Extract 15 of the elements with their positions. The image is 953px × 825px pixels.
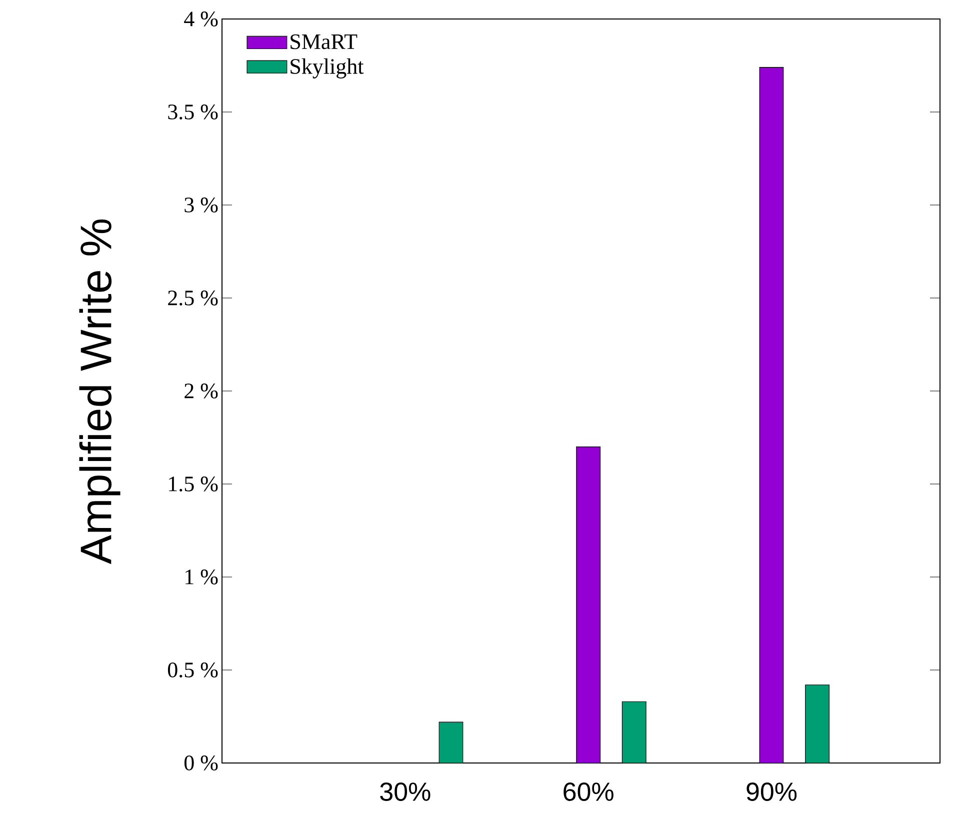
legend-label: SMaRT bbox=[290, 34, 358, 50]
y-tick-label: 4 % bbox=[184, 12, 218, 26]
y-axis-title: Amplified Write % bbox=[79, 219, 120, 564]
y-tick-label: 2.5 % bbox=[168, 290, 218, 306]
y-tick-label: 1 % bbox=[186, 570, 218, 584]
legend-label: Skylight bbox=[290, 58, 364, 78]
x-tick-label: 30% bbox=[380, 782, 430, 801]
y-tick-label: 1.5 % bbox=[169, 476, 218, 492]
y-tick-label: 3.5 % bbox=[168, 104, 218, 120]
y-tick-label: 0.5 % bbox=[168, 662, 218, 678]
x-tick-label: 90% bbox=[746, 782, 797, 801]
y-tick-label: 0 % bbox=[184, 756, 218, 770]
y-tick-label: 3 % bbox=[184, 198, 218, 212]
y-tick-label: 2 % bbox=[184, 384, 218, 398]
x-tick-label: 60% bbox=[564, 782, 614, 801]
